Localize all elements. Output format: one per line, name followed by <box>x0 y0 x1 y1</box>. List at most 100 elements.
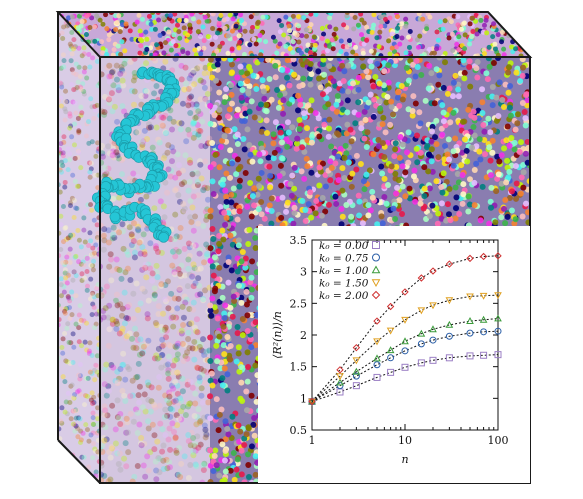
bead <box>289 172 296 179</box>
bead <box>439 102 446 109</box>
bead <box>139 342 146 349</box>
bead <box>255 20 261 26</box>
bead <box>180 357 187 364</box>
bead <box>127 276 134 283</box>
bead <box>509 29 515 35</box>
bead <box>137 28 143 34</box>
bead <box>113 256 120 263</box>
bead <box>197 77 204 84</box>
bead <box>241 117 248 124</box>
bead <box>173 344 180 351</box>
bead <box>207 447 214 454</box>
bead <box>378 14 384 20</box>
bead <box>236 177 243 184</box>
bead <box>129 87 136 94</box>
bead <box>192 280 199 287</box>
bead <box>212 151 219 158</box>
bead <box>334 130 341 137</box>
bead <box>367 91 374 98</box>
bead <box>410 93 417 100</box>
bead <box>151 355 158 362</box>
bead <box>181 245 188 252</box>
bead <box>399 35 405 41</box>
bead <box>238 258 245 265</box>
bead <box>456 34 462 40</box>
bead <box>428 70 435 77</box>
bead <box>138 43 144 49</box>
bead <box>108 277 115 284</box>
bead <box>127 410 134 417</box>
bead <box>125 251 132 258</box>
bead <box>166 357 173 364</box>
bead <box>221 209 228 216</box>
bead <box>466 58 473 65</box>
bead <box>78 244 84 250</box>
bead <box>116 267 123 274</box>
bead <box>186 95 193 102</box>
bead <box>189 170 196 177</box>
bead <box>102 407 109 414</box>
bead <box>106 37 112 43</box>
bead <box>239 18 245 24</box>
bead <box>114 368 121 375</box>
bead <box>404 149 411 156</box>
bead <box>166 389 173 396</box>
bead <box>201 70 208 77</box>
bead <box>67 203 73 209</box>
bead <box>365 99 372 106</box>
bead <box>116 194 123 201</box>
bead <box>176 270 183 277</box>
bead <box>284 57 291 64</box>
bead <box>109 267 116 274</box>
bead <box>294 32 300 38</box>
bead <box>521 108 528 115</box>
bead <box>197 63 204 70</box>
bead <box>110 140 117 147</box>
bead <box>166 393 173 400</box>
bead <box>168 382 175 389</box>
bead <box>515 12 521 17</box>
bead <box>71 344 77 350</box>
bead <box>111 103 118 110</box>
bead <box>151 291 158 298</box>
bead <box>186 244 193 251</box>
bead <box>338 38 344 44</box>
bead <box>421 185 428 192</box>
bead <box>114 118 121 125</box>
bead <box>168 307 175 314</box>
bead <box>69 82 75 88</box>
bead <box>263 39 269 45</box>
bead <box>301 175 308 182</box>
bead <box>183 18 189 24</box>
bead <box>243 388 250 395</box>
bead <box>122 398 129 405</box>
bead <box>112 377 119 384</box>
bead <box>356 212 363 219</box>
bead <box>131 101 138 108</box>
bead <box>124 419 131 426</box>
bead <box>304 163 311 170</box>
bead <box>460 191 467 198</box>
bead <box>458 26 464 32</box>
bead <box>503 21 509 27</box>
bead <box>118 63 125 70</box>
bead <box>120 82 127 89</box>
bead <box>503 179 510 186</box>
bead <box>178 460 185 467</box>
bead <box>324 38 330 44</box>
bead <box>170 385 177 392</box>
bead <box>169 248 176 255</box>
bead <box>170 323 177 330</box>
bead <box>171 266 178 273</box>
bead <box>247 42 253 48</box>
bead <box>110 196 117 203</box>
bead <box>193 316 200 323</box>
bead <box>112 426 119 433</box>
bead <box>200 462 207 469</box>
bead <box>437 19 443 25</box>
bead <box>124 304 131 311</box>
bead <box>187 378 194 385</box>
bead <box>377 105 384 112</box>
bead <box>127 58 134 65</box>
bead <box>191 338 198 345</box>
